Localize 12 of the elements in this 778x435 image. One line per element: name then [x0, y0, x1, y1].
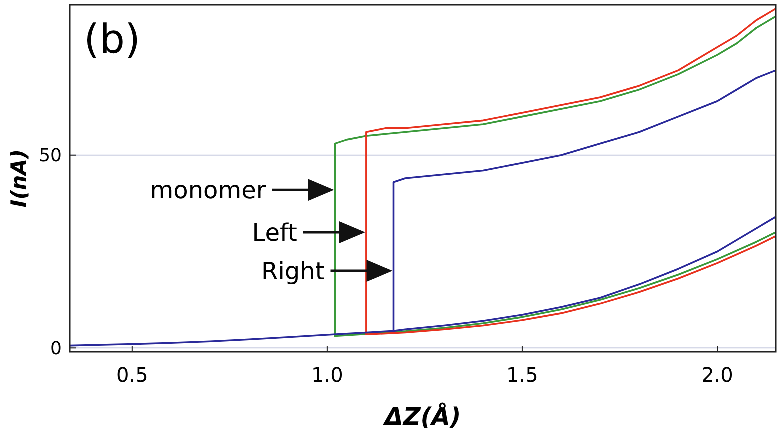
- x-tick-label: 2.0: [702, 363, 734, 387]
- x-tick-label: 0.5: [116, 363, 148, 387]
- y-axis-title: I(nA): [7, 149, 31, 208]
- annotation: Left: [252, 218, 298, 247]
- x-tick-label: 1.0: [312, 363, 344, 387]
- chart-title: (b): [84, 17, 141, 63]
- x-axis-title: ΔZ(Å): [382, 402, 462, 431]
- y-tick-label: 0: [50, 338, 62, 360]
- x-tick-label: 1.5: [506, 363, 538, 387]
- annotation: Right: [262, 257, 325, 286]
- annotation: monomer: [150, 176, 266, 204]
- y-tick-label: 50: [39, 146, 62, 167]
